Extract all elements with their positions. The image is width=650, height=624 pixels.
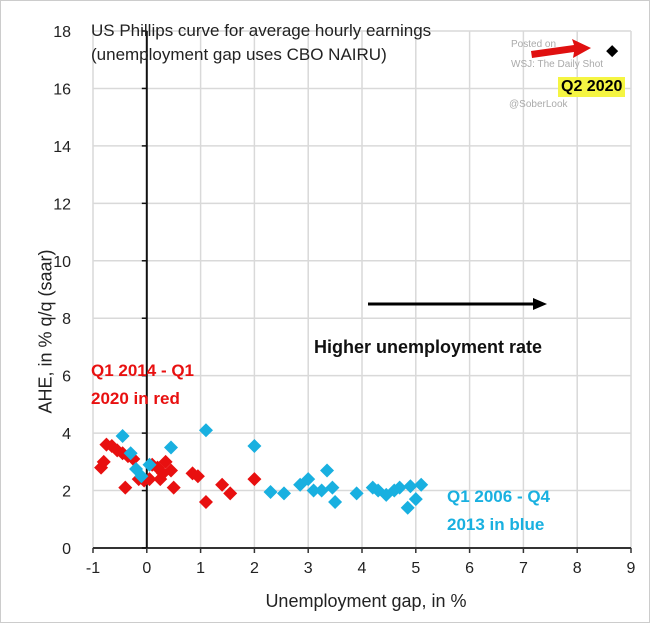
y-tick-label: 14 — [53, 139, 71, 156]
data-point — [247, 439, 262, 454]
y-tick-label: 2 — [62, 484, 71, 501]
y-tick-label: 6 — [62, 369, 71, 386]
data-point — [123, 446, 138, 461]
x-tick-label: 3 — [304, 560, 313, 577]
data-point — [301, 472, 316, 487]
y-axis-label: AHE, in % q/q (saar) — [35, 249, 56, 414]
red-series-label: Q1 2014 - Q1 2020 in red — [91, 357, 194, 413]
data-point — [215, 477, 230, 492]
x-axis-label: Unemployment gap, in % — [265, 591, 467, 611]
data-point — [325, 480, 340, 495]
y-tick-label: 12 — [53, 196, 71, 213]
data-point — [320, 463, 335, 478]
x-tick-label: 0 — [142, 560, 151, 577]
data-point — [134, 469, 149, 484]
data-point — [400, 500, 415, 515]
y-tick-label: 8 — [62, 311, 71, 328]
data-point — [349, 486, 364, 501]
data-point — [414, 477, 429, 492]
chart-title: US Phillips curve for average hourly ear… — [91, 19, 431, 67]
title-line: US Phillips curve for average hourly ear… — [91, 21, 432, 40]
x-tick-label: -1 — [86, 560, 100, 577]
data-point — [142, 457, 157, 472]
data-point — [118, 480, 133, 495]
x-tick-label: 1 — [196, 560, 205, 577]
data-point — [314, 483, 329, 498]
y-tick-label: 18 — [53, 24, 71, 41]
data-point — [408, 492, 423, 507]
x-tick-label: 6 — [465, 560, 474, 577]
arrow-text: Higher unemployment rate — [314, 337, 543, 357]
blue-label-line2: 2013 in blue — [447, 515, 545, 534]
x-tick-label: 7 — [519, 560, 528, 577]
y-tick-label: 4 — [62, 426, 71, 443]
subtitle-line: (unemployment gap uses CBO NAIRU) — [91, 45, 387, 64]
blue-label-line1: Q1 2006 - Q4 — [447, 487, 551, 506]
data-point — [198, 423, 213, 438]
data-point — [164, 463, 179, 478]
x-tick-label: 2 — [250, 560, 259, 577]
data-point — [115, 428, 130, 443]
data-point — [164, 440, 179, 455]
red-label-line1: Q1 2014 - Q1 — [91, 361, 195, 380]
red-label-line2: 2020 in red — [91, 389, 180, 408]
data-point — [190, 469, 205, 484]
y-tick-label: 16 — [53, 81, 71, 98]
x-tick-label: 9 — [627, 560, 636, 577]
watermark-source: WSJ: The Daily Shot — [511, 59, 604, 70]
data-point — [403, 479, 418, 494]
data-point — [276, 486, 291, 501]
blue-series-label: Q1 2006 - Q4 2013 in blue — [447, 483, 550, 539]
watermark-handle: @SoberLook — [509, 99, 568, 110]
y-tick-label: 10 — [53, 254, 71, 271]
data-point — [392, 480, 407, 495]
x-tick-label: 5 — [411, 560, 420, 577]
data-point — [198, 495, 213, 510]
y-tick-label: 0 — [62, 541, 71, 558]
q2-2020-label: Q2 2020 — [558, 77, 626, 97]
red-arrow-icon — [531, 39, 591, 58]
data-point — [166, 480, 181, 495]
data-point — [263, 484, 278, 499]
data-point — [223, 486, 238, 501]
data-point — [328, 495, 343, 510]
data-point — [306, 483, 321, 498]
right-arrow-head — [533, 298, 547, 310]
data-point — [247, 472, 262, 487]
data-point — [96, 454, 111, 469]
x-tick-label: 8 — [573, 560, 582, 577]
watermark-posted: Posted on — [511, 39, 557, 50]
x-tick-label: 4 — [358, 560, 367, 577]
data-point — [606, 45, 619, 58]
